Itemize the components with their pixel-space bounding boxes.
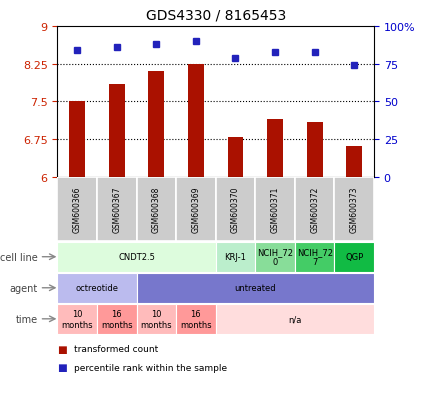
Bar <box>148 72 164 178</box>
Text: GSM600369: GSM600369 <box>191 186 201 233</box>
Text: GSM600371: GSM600371 <box>271 186 280 233</box>
Text: GSM600372: GSM600372 <box>310 186 319 233</box>
Text: GSM600370: GSM600370 <box>231 186 240 233</box>
Text: percentile rank within the sample: percentile rank within the sample <box>74 363 227 372</box>
Bar <box>97 178 136 242</box>
Text: octreotide: octreotide <box>76 284 119 292</box>
Text: transformed count: transformed count <box>74 344 159 354</box>
Bar <box>97 304 136 334</box>
Text: NCIH_72
0: NCIH_72 0 <box>257 247 293 267</box>
Bar <box>136 304 176 334</box>
Text: KRJ-1: KRJ-1 <box>224 253 246 261</box>
Bar <box>57 242 215 272</box>
Text: 10
months: 10 months <box>61 309 93 329</box>
Text: GSM600373: GSM600373 <box>350 186 359 233</box>
Bar <box>227 138 244 178</box>
Bar <box>136 273 374 303</box>
Text: GSM600366: GSM600366 <box>73 186 82 233</box>
Title: GDS4330 / 8165453: GDS4330 / 8165453 <box>145 9 286 23</box>
Bar <box>267 120 283 178</box>
Bar <box>69 102 85 178</box>
Bar <box>109 85 125 178</box>
Text: agent: agent <box>9 283 37 293</box>
Bar <box>57 273 136 303</box>
Text: untreated: untreated <box>235 284 276 292</box>
Bar <box>255 242 295 272</box>
Bar <box>136 178 176 242</box>
Bar <box>188 64 204 178</box>
Bar <box>176 178 215 242</box>
Bar <box>295 178 334 242</box>
Text: CNDT2.5: CNDT2.5 <box>118 253 155 261</box>
Text: ■: ■ <box>57 344 67 354</box>
Text: 10
months: 10 months <box>141 309 172 329</box>
Bar <box>215 242 255 272</box>
Text: GSM600367: GSM600367 <box>112 186 121 233</box>
Bar <box>57 304 97 334</box>
Text: 16
months: 16 months <box>180 309 212 329</box>
Text: NCIH_72
7: NCIH_72 7 <box>297 247 333 267</box>
Text: time: time <box>15 314 37 324</box>
Text: QGP: QGP <box>345 253 363 261</box>
Text: 16
months: 16 months <box>101 309 133 329</box>
Text: ■: ■ <box>57 363 67 373</box>
Bar <box>334 242 374 272</box>
Bar <box>215 178 255 242</box>
Bar <box>346 147 362 178</box>
Bar <box>307 122 323 178</box>
Bar <box>57 178 97 242</box>
Text: cell line: cell line <box>0 252 37 262</box>
Text: GSM600368: GSM600368 <box>152 186 161 233</box>
Text: n/a: n/a <box>288 315 301 323</box>
Bar <box>215 304 374 334</box>
Bar <box>255 178 295 242</box>
Bar <box>176 304 215 334</box>
Bar <box>334 178 374 242</box>
Bar <box>295 242 334 272</box>
